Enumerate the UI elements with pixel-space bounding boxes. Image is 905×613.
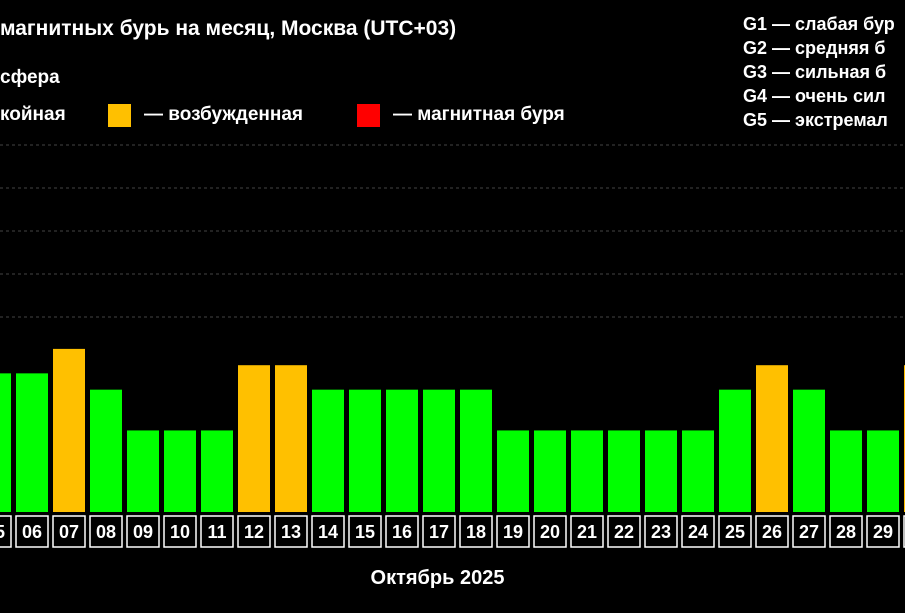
tick-label: 11 [207, 522, 226, 542]
status-legend: койная — возбужденная — магнитная буря [0, 102, 905, 128]
tick-box [718, 515, 752, 548]
tick-label: 28 [836, 522, 856, 542]
tick-label: 27 [799, 522, 819, 542]
tick-box [459, 515, 493, 548]
tick-label: 22 [614, 522, 634, 542]
tick-box [644, 515, 678, 548]
tick-box [607, 515, 641, 548]
tick-box [200, 515, 234, 548]
tick-label: 09 [133, 522, 153, 542]
legend-excited-swatch [108, 104, 131, 127]
tick-label: 21 [577, 522, 597, 542]
tick-label: 19 [503, 522, 523, 542]
bar-29 [867, 430, 899, 512]
tick-box [496, 515, 530, 548]
bar-13 [275, 365, 307, 512]
tick-label: 17 [429, 522, 449, 542]
legend-excited-label: — возбужденная [144, 104, 304, 125]
g-legend-item: G1 — слабая бур [743, 14, 895, 34]
g-scale-legend: G1 — слабая бур G2 — средняя б G3 — силь… [743, 12, 895, 132]
bar-10 [164, 430, 196, 512]
bar-20 [534, 430, 566, 512]
tick-box [792, 515, 826, 548]
bar-25 [719, 389, 751, 512]
tick-box [681, 515, 715, 548]
tick-box [348, 515, 382, 548]
tick-label: 18 [466, 522, 486, 542]
bar-09 [127, 430, 159, 512]
g-legend-item: G3 — сильная б [743, 62, 887, 82]
x-axis-title: Октябрь 2025 [370, 567, 505, 589]
tick-box [755, 515, 789, 548]
bar-14 [312, 389, 344, 512]
tick-label: 06 [22, 522, 42, 542]
bar-12 [238, 365, 270, 512]
legend-storm-label: — магнитная буря [393, 104, 565, 125]
tick-box [237, 515, 271, 548]
chart-title: магнитных бурь на месяц, Москва (UTC+03) [0, 17, 457, 40]
bar-19 [497, 430, 529, 512]
tick-box [533, 515, 567, 548]
tick-box [163, 515, 197, 548]
tick-label: 14 [318, 522, 338, 542]
bar-21 [571, 430, 603, 512]
tick-label: 16 [392, 522, 412, 542]
legend-storm-swatch [357, 104, 380, 127]
tick-box [385, 515, 419, 548]
bar-08 [90, 389, 122, 512]
tick-label: 24 [688, 522, 708, 542]
tick-label: 26 [762, 522, 782, 542]
tick-box [903, 515, 905, 548]
tick-label: 25 [725, 522, 745, 542]
tick-box [0, 515, 12, 548]
tick-label: 08 [96, 522, 116, 542]
tick-box [15, 515, 49, 548]
g-legend-item: G5 — экстремал [743, 110, 888, 130]
tick-label: 10 [170, 522, 190, 542]
g-legend-item: G4 — очень сил [743, 86, 886, 106]
tick-label: 05 [0, 522, 5, 542]
tick-label: 07 [59, 522, 79, 542]
tick-box [311, 515, 345, 548]
bar-22 [608, 430, 640, 512]
tick-box [52, 515, 86, 548]
tick-label: 12 [244, 522, 264, 542]
bar-06 [16, 373, 48, 512]
bar-28 [830, 430, 862, 512]
tick-box [866, 515, 900, 548]
bar-07 [53, 348, 85, 512]
legend-calm-label: койная [0, 104, 66, 125]
bar-16 [386, 389, 418, 512]
tick-box [829, 515, 863, 548]
tick-label: 23 [651, 522, 671, 542]
bar-27 [793, 389, 825, 512]
tick-box [274, 515, 308, 548]
bar-24 [682, 430, 714, 512]
bar-11 [201, 430, 233, 512]
tick-label: 20 [540, 522, 560, 542]
tick-label: 15 [355, 522, 375, 542]
bar-26 [756, 365, 788, 512]
chart-subtitle: сфера [0, 67, 60, 88]
g-legend-item: G2 — средняя б [743, 38, 886, 58]
tick-box [422, 515, 456, 548]
tick-box [89, 515, 123, 548]
bar-05 [0, 373, 11, 512]
bar-15 [349, 389, 381, 512]
tick-label: 29 [873, 522, 893, 542]
bar-17 [423, 389, 455, 512]
bar-23 [645, 430, 677, 512]
tick-label: 13 [281, 522, 301, 542]
tick-box [570, 515, 604, 548]
tick-box [126, 515, 160, 548]
bar-18 [460, 389, 492, 512]
